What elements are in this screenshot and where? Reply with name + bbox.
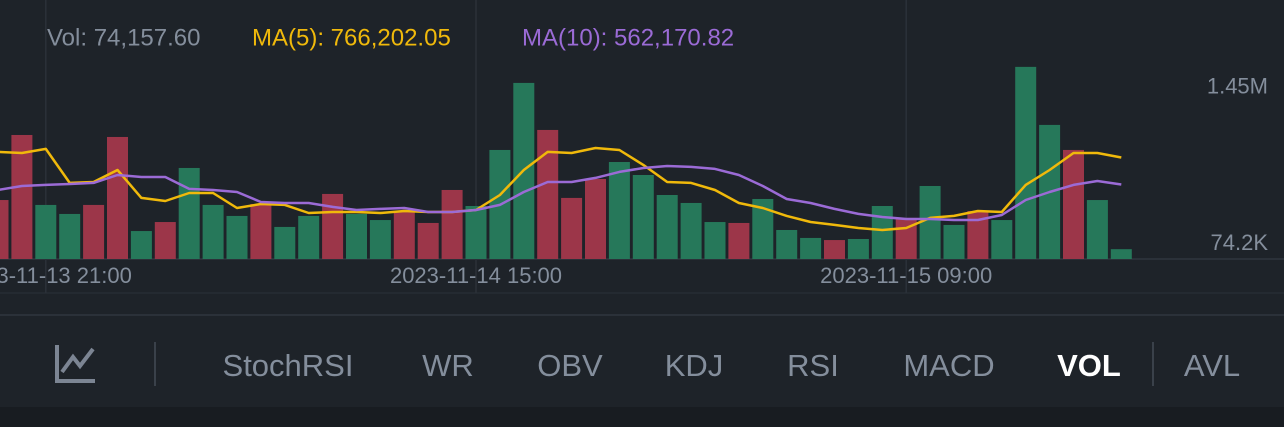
indicator-tab[interactable]: OBV: [537, 348, 603, 383]
volume-bar: [585, 178, 606, 259]
x-tick-label: 2023-11-13 21:00: [0, 263, 132, 288]
volume-bar: [202, 204, 224, 259]
volume-bar: [776, 229, 798, 259]
volume-bar: [369, 220, 391, 259]
y-tick-label: 1.45M: [1207, 74, 1268, 99]
legend-entry: MA(10): 562,170.82: [522, 24, 734, 51]
volume-bar: [11, 134, 33, 259]
volume-bar: [704, 222, 726, 259]
volume-bar: [656, 195, 678, 259]
volume-bar: [537, 129, 559, 259]
icon-axes: [55, 345, 95, 383]
indicator-tab[interactable]: VOL: [1057, 348, 1121, 383]
x-tick-label: 2023-11-14 15:00: [390, 263, 562, 288]
volume-bar: [871, 206, 893, 259]
volume-bar: [154, 222, 176, 259]
icon-line: [60, 347, 95, 374]
indicator-tab[interactable]: StochRSI: [223, 348, 354, 383]
indicator-tab[interactable]: AVL: [1184, 348, 1240, 383]
volume-bar: [346, 213, 367, 259]
legend-entry: MA(5): 766,202.05: [252, 24, 451, 51]
indicator-tab[interactable]: WR: [422, 348, 474, 383]
volume-bar: [35, 204, 57, 259]
volume-bar: [1110, 249, 1132, 259]
volume-bar: [83, 204, 105, 259]
indicator-tab[interactable]: KDJ: [665, 348, 724, 383]
legend-entry: Vol: 74,157.60: [47, 24, 200, 51]
volume-bar: [608, 162, 630, 259]
volume-bar: [1063, 149, 1084, 259]
volume-bar: [107, 136, 128, 259]
volume-bar: [632, 174, 654, 259]
volume-bar: [130, 231, 152, 259]
volume-bar: [393, 211, 415, 259]
volume-bar: [728, 222, 750, 259]
volume-bar: [417, 222, 439, 259]
volume-bar: [274, 226, 296, 259]
indicator-tab[interactable]: MACD: [903, 348, 994, 383]
volume-bar: [1015, 66, 1037, 259]
ma-line: [0, 146, 1122, 232]
volume-bar: [943, 224, 965, 259]
volume-bar: [250, 204, 272, 259]
volume-bar: [680, 202, 702, 259]
volume-bar: [967, 211, 989, 259]
volume-bar: [0, 200, 9, 259]
indicator-tab[interactable]: RSI: [787, 348, 839, 383]
volume-bar: [226, 215, 248, 259]
lines: [0, 146, 1122, 232]
volume-bar: [441, 189, 463, 259]
indicator-icon[interactable]: [55, 345, 95, 383]
volume-bar: [465, 206, 487, 259]
x-tick-label: 2023-11-15 09:00: [820, 263, 992, 288]
ma-line: [0, 164, 1122, 222]
volume-bar: [1086, 200, 1108, 259]
volume-bar: [991, 220, 1013, 259]
volume-bar: [178, 167, 200, 259]
volume-bar: [919, 185, 941, 259]
volume-bar: [298, 215, 320, 259]
volume-bar: [752, 198, 774, 259]
volume-bar: [322, 193, 344, 259]
volume-bar: [59, 213, 81, 259]
volume-bar: [800, 237, 822, 259]
labels: 1.45M 74.2K 2023-11-13 21:00 2023-11-14 15:…: [0, 24, 1268, 287]
y-tick-label: 74.2K: [1211, 230, 1269, 255]
volume-bar: [824, 240, 845, 259]
bottom-strip: [0, 407, 1284, 427]
volume-bar: [561, 197, 583, 259]
volume-bar: [847, 238, 869, 259]
